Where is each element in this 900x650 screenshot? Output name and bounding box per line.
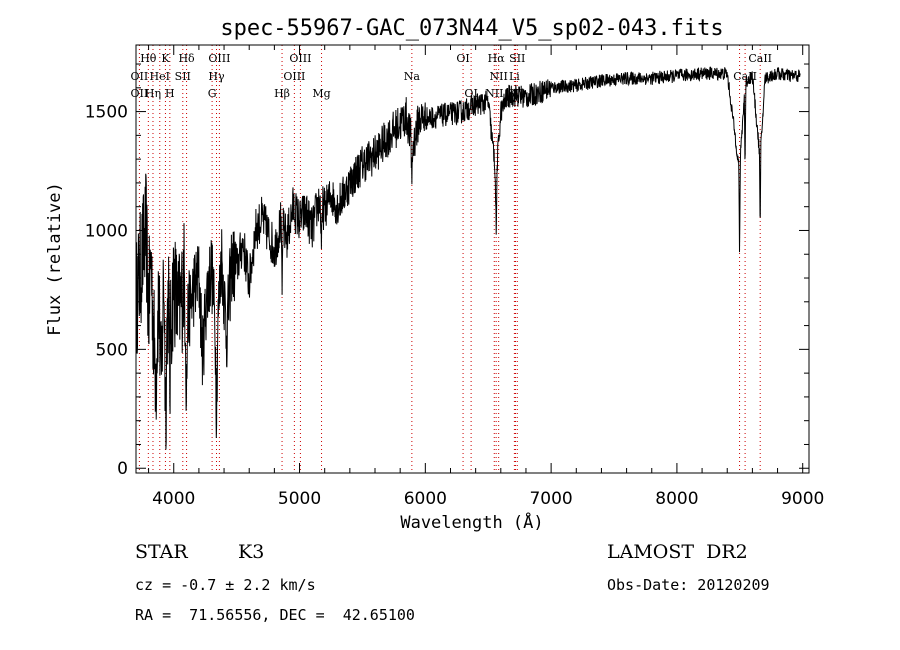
y-tick-label: 1000 bbox=[85, 221, 128, 241]
line-label: Hη bbox=[145, 87, 161, 100]
line-label: OI bbox=[464, 87, 477, 100]
line-label: Hα bbox=[488, 52, 506, 65]
line-label: Na bbox=[404, 70, 421, 83]
y-tick-label: 0 bbox=[117, 459, 128, 479]
y-tick-label: 500 bbox=[96, 340, 128, 360]
x-tick-label: 9000 bbox=[781, 489, 824, 509]
line-label: OIII bbox=[283, 70, 305, 83]
spectrum-series bbox=[135, 66, 801, 450]
line-label: G bbox=[208, 87, 217, 100]
y-tick-label: 1500 bbox=[85, 103, 128, 123]
line-label: SII bbox=[507, 87, 523, 100]
line-label: OI bbox=[456, 52, 469, 65]
x-tick-label: 4000 bbox=[152, 489, 195, 509]
line-label: NII bbox=[490, 70, 508, 83]
object-subclass: K3 bbox=[238, 541, 265, 563]
line-label: OIII bbox=[208, 52, 230, 65]
line-label: OIII bbox=[289, 52, 311, 65]
line-label: Mg bbox=[312, 87, 330, 100]
x-tick-label: 7000 bbox=[529, 489, 572, 509]
line-label: CaII bbox=[733, 70, 757, 83]
line-label: Hθ bbox=[140, 52, 157, 65]
line-label: H bbox=[165, 87, 175, 100]
x-tick-label: 6000 bbox=[404, 489, 447, 509]
x-tick-label: 8000 bbox=[655, 489, 698, 509]
line-label: Hδ bbox=[178, 52, 195, 65]
y-axis-label: Flux (relative) bbox=[45, 182, 65, 336]
x-axis-label: Wavelength (Å) bbox=[400, 511, 543, 533]
line-label: Hγ bbox=[208, 70, 225, 83]
line-label: OII bbox=[131, 87, 149, 100]
line-label: SII bbox=[175, 70, 191, 83]
line-label: HeI bbox=[150, 70, 170, 83]
redshift-cz: cz = -0.7 ± 2.2 km/s bbox=[135, 576, 316, 594]
spectrum-line bbox=[135, 66, 801, 450]
axes: 4000 5000 6000 7000 8000 9000 0 500 1000 1500 bbox=[85, 45, 824, 509]
x-tick-label: 5000 bbox=[278, 489, 321, 509]
coordinates: RA = 71.56556, DEC = 42.65100 bbox=[135, 606, 415, 624]
line-label: OII bbox=[131, 70, 149, 83]
chart-title: spec-55967-GAC_073N44_V5_sp02-043.fits bbox=[220, 16, 723, 41]
line-label: Hβ bbox=[274, 87, 290, 100]
object-type: STAR bbox=[135, 541, 188, 563]
line-label: CaII bbox=[748, 52, 772, 65]
line-label: K bbox=[161, 52, 170, 65]
plot-frame bbox=[135, 44, 810, 474]
line-label: NII bbox=[485, 87, 503, 100]
line-label: Li bbox=[509, 70, 520, 83]
line-label: SII bbox=[509, 52, 525, 65]
survey-name: LAMOST DR2 bbox=[607, 541, 748, 563]
obs-date: Obs-Date: 20120209 bbox=[607, 576, 770, 594]
